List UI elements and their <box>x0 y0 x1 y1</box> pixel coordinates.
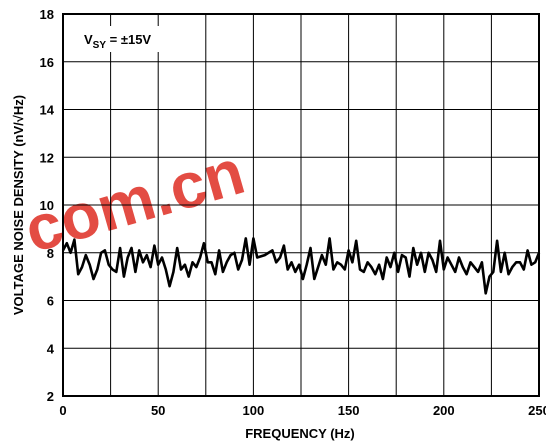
y-tick-label: 2 <box>47 389 54 404</box>
x-tick-label: 150 <box>338 403 360 418</box>
annotation-subscript: SY <box>93 40 107 51</box>
y-tick-label: 14 <box>40 103 55 118</box>
x-tick-labels: 0 50 100 150 200 250 <box>59 403 546 418</box>
x-tick-label: 100 <box>243 403 265 418</box>
annotation-value: = ±15V <box>106 32 151 47</box>
y-tick-label: 18 <box>40 7 54 22</box>
y-axis-title: VOLTAGE NOISE DENSITY (nV/√Hz) <box>11 95 26 315</box>
y-tick-label: 4 <box>47 341 55 356</box>
x-axis-title: FREQUENCY (Hz) <box>245 426 355 441</box>
noise-series-line <box>61 237 541 295</box>
plot-frame <box>62 13 540 397</box>
annotation-vsy: VSY = ±15V <box>84 32 151 51</box>
y-tick-label: 6 <box>47 294 54 309</box>
x-tick-label: 0 <box>59 403 66 418</box>
x-tick-label: 200 <box>433 403 455 418</box>
y-tick-label: 12 <box>40 150 54 165</box>
annotation-main: V <box>84 32 93 47</box>
annotation-background <box>78 26 180 52</box>
x-tick-label: 50 <box>151 403 165 418</box>
annotation-box: VSY = ±15V <box>78 26 180 52</box>
y-tick-label: 16 <box>40 55 54 70</box>
y-tick-label: 10 <box>40 198 54 213</box>
grid-lines <box>63 14 539 396</box>
x-tick-label: 250 <box>528 403 546 418</box>
y-tick-labels: 2 4 6 8 10 12 14 16 18 <box>40 7 55 404</box>
y-tick-label: 8 <box>47 246 54 261</box>
